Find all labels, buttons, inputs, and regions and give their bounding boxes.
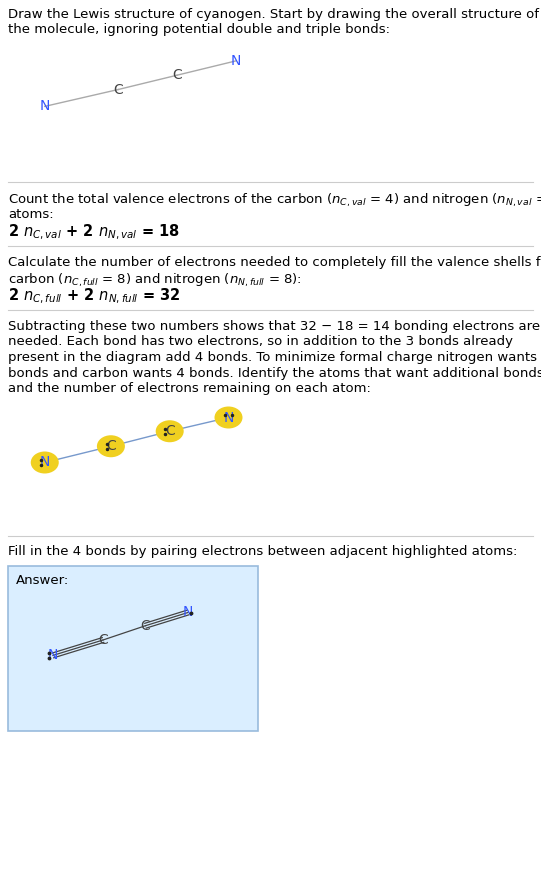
Text: 2 $n_{C,full}$ + 2 $n_{N,full}$ = 32: 2 $n_{C,full}$ + 2 $n_{N,full}$ = 32 xyxy=(8,287,181,306)
Text: Answer:: Answer: xyxy=(16,574,69,587)
Text: and the number of electrons remaining on each atom:: and the number of electrons remaining on… xyxy=(8,382,371,395)
Text: carbon ($n_{C,full}$ = 8) and nitrogen ($n_{N,full}$ = 8):: carbon ($n_{C,full}$ = 8) and nitrogen (… xyxy=(8,271,302,288)
Text: C: C xyxy=(106,439,116,454)
Text: N: N xyxy=(48,648,58,663)
FancyBboxPatch shape xyxy=(8,566,258,731)
Text: needed. Each bond has two electrons, so in addition to the 3 bonds already: needed. Each bond has two electrons, so … xyxy=(8,336,513,348)
Text: Count the total valence electrons of the carbon ($n_{C,val}$ = 4) and nitrogen (: Count the total valence electrons of the… xyxy=(8,192,541,209)
Text: C: C xyxy=(165,424,175,438)
Text: N: N xyxy=(223,411,234,424)
Text: N: N xyxy=(39,99,50,113)
Ellipse shape xyxy=(156,421,184,442)
Ellipse shape xyxy=(31,452,59,473)
Text: present in the diagram add 4 bonds. To minimize formal charge nitrogen wants 3: present in the diagram add 4 bonds. To m… xyxy=(8,351,541,364)
Text: C: C xyxy=(114,82,123,96)
Text: the molecule, ignoring potential double and triple bonds:: the molecule, ignoring potential double … xyxy=(8,23,390,37)
Text: N: N xyxy=(183,605,193,620)
Text: Fill in the 4 bonds by pairing electrons between adjacent highlighted atoms:: Fill in the 4 bonds by pairing electrons… xyxy=(8,546,517,558)
Text: Calculate the number of electrons needed to completely fill the valence shells f: Calculate the number of electrons needed… xyxy=(8,256,541,269)
Text: bonds and carbon wants 4 bonds. Identify the atoms that want additional bonds: bonds and carbon wants 4 bonds. Identify… xyxy=(8,366,541,380)
Ellipse shape xyxy=(97,435,125,457)
Text: C: C xyxy=(141,619,150,633)
Text: N: N xyxy=(39,455,50,470)
Text: N: N xyxy=(230,54,241,68)
Text: C: C xyxy=(172,68,182,82)
Text: 2 $n_{C,val}$ + 2 $n_{N,val}$ = 18: 2 $n_{C,val}$ + 2 $n_{N,val}$ = 18 xyxy=(8,223,180,242)
Text: C: C xyxy=(98,633,108,647)
Text: atoms:: atoms: xyxy=(8,207,54,221)
Text: Subtracting these two numbers shows that 32 − 18 = 14 bonding electrons are: Subtracting these two numbers shows that… xyxy=(8,320,540,333)
Text: Draw the Lewis structure of cyanogen. Start by drawing the overall structure of: Draw the Lewis structure of cyanogen. St… xyxy=(8,8,539,21)
Ellipse shape xyxy=(214,406,242,429)
